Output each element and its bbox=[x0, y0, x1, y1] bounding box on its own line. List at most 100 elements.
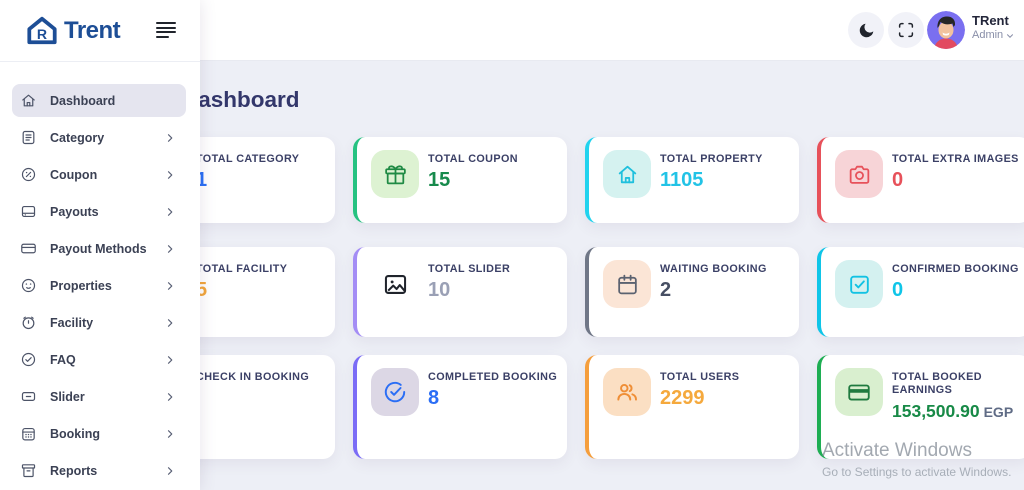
stat-card-title: CHECK IN BOOKING bbox=[196, 371, 310, 383]
sidebar-item-label: Dashboard bbox=[50, 93, 116, 108]
stat-card-value: 1 bbox=[196, 169, 208, 192]
credit-card-icon bbox=[835, 368, 883, 416]
svg-text:R: R bbox=[37, 26, 47, 42]
stat-card-title: TOTAL CATEGORY bbox=[196, 153, 300, 165]
watermark-line2: Go to Settings to activate Windows. bbox=[822, 465, 1012, 479]
sidebar-item-label: Booking bbox=[50, 426, 100, 441]
sidebar-item-label: Facility bbox=[50, 315, 94, 330]
faq-icon bbox=[20, 351, 37, 368]
payouts-icon bbox=[20, 203, 37, 220]
chevron-right-icon bbox=[164, 391, 176, 403]
image-icon bbox=[371, 260, 419, 308]
stat-card-value: 0 bbox=[892, 169, 904, 192]
stat-card-title: TOTAL BOOKED EARNINGS bbox=[892, 371, 982, 397]
sidebar-item-coupon[interactable]: Coupon bbox=[12, 158, 186, 191]
credit-card-icon bbox=[20, 240, 37, 257]
stat-card-total-slider: TOTAL SLIDER 10 bbox=[353, 247, 567, 337]
stat-card-value: 1105 bbox=[660, 169, 704, 192]
booking-icon bbox=[20, 425, 37, 442]
sidebar-item-slider[interactable]: Slider bbox=[12, 380, 186, 413]
stat-card-value: 10 bbox=[428, 279, 451, 302]
stat-card-total-users: TOTAL USERS 2299 bbox=[585, 355, 799, 459]
chevron-right-icon bbox=[164, 354, 176, 366]
stat-card-confirmed-booking: CONFIRMED BOOKING 0 bbox=[817, 247, 1024, 337]
stat-card-value: 2299 bbox=[660, 387, 705, 410]
check-circle-icon bbox=[371, 368, 419, 416]
sidebar-item-label: Slider bbox=[50, 389, 85, 404]
stat-card-completed-booking: COMPLETED BOOKING 8 bbox=[353, 355, 567, 459]
sidebar-item-label: Reports bbox=[50, 463, 98, 478]
currency-label: EGP bbox=[983, 403, 1014, 420]
stat-card-waiting-booking: WAITING BOOKING 2 bbox=[585, 247, 799, 337]
chevron-right-icon bbox=[164, 280, 176, 292]
user-name: TRent bbox=[972, 13, 1009, 28]
slider-icon bbox=[20, 388, 37, 405]
category-icon bbox=[20, 129, 37, 146]
facility-icon bbox=[20, 314, 37, 331]
check-square-icon bbox=[835, 260, 883, 308]
chevron-right-icon bbox=[164, 317, 176, 329]
page-title: Dashboard bbox=[182, 87, 300, 112]
stat-card-title: TOTAL FACILITY bbox=[196, 263, 288, 275]
stat-card-total-coupon: TOTAL COUPON 15 bbox=[353, 137, 567, 223]
sidebar-item-label: Payouts bbox=[50, 204, 99, 219]
users-icon bbox=[603, 368, 651, 416]
chevron-down-icon bbox=[1005, 31, 1015, 41]
sidebar-item-properties[interactable]: Properties bbox=[12, 269, 186, 302]
sidebar-item-label: Payout Methods bbox=[50, 241, 147, 256]
sidebar-item-dashboard[interactable]: Dashboard bbox=[12, 84, 186, 117]
sidebar-logo-row: R Trent bbox=[0, 0, 200, 62]
home-icon bbox=[20, 92, 37, 109]
stat-card-value: 153,500.90 EGP bbox=[892, 400, 1014, 421]
coupon-icon bbox=[20, 166, 37, 183]
stat-card-value: 2 bbox=[660, 279, 672, 302]
chevron-right-icon bbox=[164, 428, 176, 440]
stat-card-value: 15 bbox=[428, 169, 451, 192]
stat-card-total-booked-earnings: TOTAL BOOKED EARNINGS 153,500.90 EGP bbox=[817, 355, 1024, 459]
brand-logo-icon: R bbox=[26, 16, 58, 45]
sidebar: R Trent Dashboard Category Coupon bbox=[0, 0, 200, 490]
brand-name: Trent bbox=[64, 16, 121, 44]
sidebar-item-payouts[interactable]: Payouts bbox=[12, 195, 186, 228]
dark-mode-button[interactable] bbox=[848, 12, 884, 48]
fullscreen-button[interactable] bbox=[888, 12, 924, 48]
user-role: Admin bbox=[972, 29, 1004, 42]
chevron-right-icon bbox=[164, 243, 176, 255]
camera-icon bbox=[835, 150, 883, 198]
stat-card-total-property: TOTAL PROPERTY 1105 bbox=[585, 137, 799, 223]
sidebar-item-label: FAQ bbox=[50, 352, 76, 367]
sidebar-item-category[interactable]: Category bbox=[12, 121, 186, 154]
sidebar-item-booking[interactable]: Booking bbox=[12, 417, 186, 450]
chevron-right-icon bbox=[164, 132, 176, 144]
sidebar-item-payout-methods[interactable]: Payout Methods bbox=[12, 232, 186, 265]
stat-card-title: TOTAL PROPERTY bbox=[660, 153, 763, 165]
stat-card-value: 8 bbox=[428, 387, 440, 410]
stat-card-title: TOTAL USERS bbox=[660, 371, 740, 383]
stat-card-title: WAITING BOOKING bbox=[660, 263, 767, 275]
stat-card-title: TOTAL EXTRA IMAGES bbox=[892, 153, 1019, 165]
stat-card-total-extra-images: TOTAL EXTRA IMAGES 0 bbox=[817, 137, 1024, 223]
reports-icon bbox=[20, 462, 37, 479]
gift-icon bbox=[371, 150, 419, 198]
stat-card-title: COMPLETED BOOKING bbox=[428, 371, 558, 383]
sidebar-item-label: Properties bbox=[50, 278, 112, 293]
stat-card-title: TOTAL COUPON bbox=[428, 153, 518, 165]
chevron-right-icon bbox=[164, 465, 176, 477]
stat-card-value: 5 bbox=[196, 279, 208, 302]
stat-card-title: TOTAL SLIDER bbox=[428, 263, 511, 275]
moon-icon bbox=[857, 21, 876, 40]
chevron-right-icon bbox=[164, 206, 176, 218]
properties-icon bbox=[20, 277, 37, 294]
fullscreen-icon bbox=[897, 21, 915, 39]
stat-card-title: CONFIRMED BOOKING bbox=[892, 263, 1019, 275]
sidebar-item-reports[interactable]: Reports bbox=[12, 454, 186, 487]
sidebar-item-faq[interactable]: FAQ bbox=[12, 343, 186, 376]
hamburger-menu-icon[interactable] bbox=[156, 22, 178, 38]
sidebar-item-label: Category bbox=[50, 130, 105, 145]
sidebar-item-facility[interactable]: Facility bbox=[12, 306, 186, 339]
calendar-icon bbox=[603, 260, 651, 308]
user-menu[interactable]: TRent Admin bbox=[972, 13, 1015, 42]
house-icon bbox=[603, 150, 651, 198]
sidebar-menu: Dashboard Category Coupon Payouts bbox=[0, 84, 200, 487]
avatar[interactable] bbox=[927, 11, 965, 49]
